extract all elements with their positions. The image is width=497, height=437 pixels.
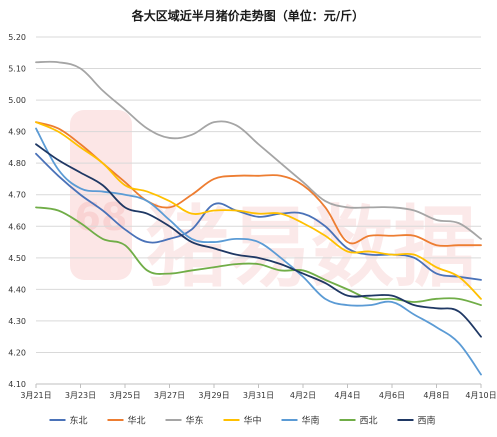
watermark-text: 猪易数据 bbox=[146, 196, 476, 299]
legend-label: 华南 bbox=[302, 415, 320, 427]
x-tick-label: 4月2日 bbox=[290, 391, 316, 400]
legend-item: 华中 bbox=[223, 415, 262, 427]
legend-item: 华东 bbox=[165, 415, 204, 427]
x-tick-label: 3月27日 bbox=[154, 391, 185, 400]
legend-label: 东北 bbox=[70, 415, 88, 427]
y-tick-label: 4.70 bbox=[8, 191, 26, 200]
y-tick-label: 4.90 bbox=[8, 128, 26, 137]
y-tick-label: 4.40 bbox=[8, 285, 26, 294]
y-tick-label: 4.20 bbox=[8, 348, 26, 357]
x-tick-label: 4月6日 bbox=[379, 391, 405, 400]
chart-title: 各大区域近半月猪价走势图（单位：元/斤） bbox=[131, 8, 364, 23]
legend-item: 华北 bbox=[107, 415, 146, 427]
series-line-西北 bbox=[35, 206, 482, 307]
series-lines bbox=[35, 60, 482, 376]
legend-item: 西南 bbox=[397, 415, 436, 427]
x-axis: 3月21日 3月23日 3月25日 3月27日 3月29日 3月31日 4月2日 4月4日 4月… bbox=[20, 384, 497, 400]
x-tick-label: 3月23日 bbox=[65, 391, 96, 400]
y-tick-label: 5.20 bbox=[8, 33, 26, 42]
x-tick-label: 3月25日 bbox=[109, 391, 140, 400]
legend-item: 西北 bbox=[339, 416, 378, 427]
series-line-东北 bbox=[35, 152, 482, 281]
series-line-华中 bbox=[35, 121, 482, 300]
legend-label: 西北 bbox=[360, 416, 378, 427]
y-tick-label: 4.80 bbox=[8, 159, 26, 168]
legend-label: 西南 bbox=[418, 415, 436, 427]
y-tick-label: 4.10 bbox=[8, 380, 26, 389]
legend-item: 东北 bbox=[49, 415, 88, 427]
x-tick-label: 3月29日 bbox=[198, 391, 229, 400]
x-tick-label: 4月10日 bbox=[465, 391, 496, 400]
legend: 东北 华北 华东 华中 华南 西北 西南 bbox=[49, 415, 436, 427]
y-tick-label: 4.60 bbox=[8, 222, 26, 231]
watermark: 68 猪易数据 bbox=[70, 110, 476, 299]
series-line-华东 bbox=[35, 60, 482, 240]
legend-label: 华北 bbox=[128, 415, 146, 427]
y-tick-label: 5.10 bbox=[8, 65, 26, 74]
series-line-西南 bbox=[35, 143, 482, 338]
y-tick-label: 4.30 bbox=[8, 317, 26, 326]
legend-label: 华中 bbox=[244, 415, 262, 427]
y-axis: 4.10 4.20 4.30 4.40 4.50 4.60 4.70 4.80 4.90 5.00… bbox=[8, 33, 26, 389]
x-tick-label: 3月21日 bbox=[20, 391, 51, 400]
y-tick-label: 5.00 bbox=[8, 96, 26, 105]
legend-label: 华东 bbox=[186, 415, 204, 427]
x-tick-label: 4月4日 bbox=[334, 391, 360, 400]
y-tick-label: 4.50 bbox=[8, 254, 26, 263]
x-tick-label: 4月8日 bbox=[423, 391, 449, 400]
legend-item: 华南 bbox=[281, 415, 320, 427]
x-tick-label: 3月31日 bbox=[243, 391, 274, 400]
